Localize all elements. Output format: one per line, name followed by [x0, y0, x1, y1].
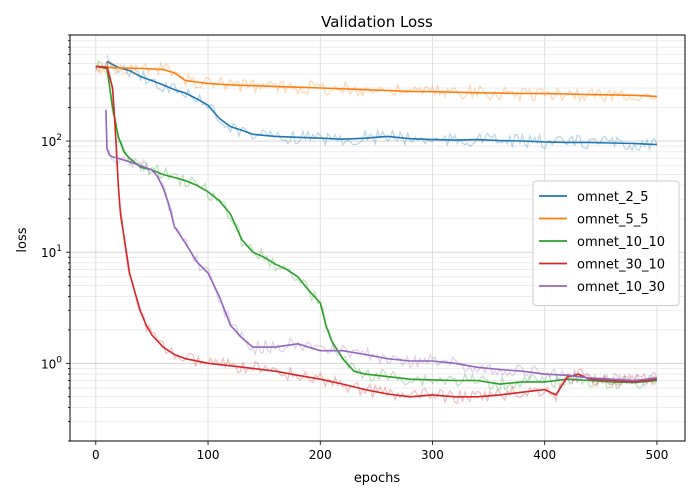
- x-tick-label: 200: [309, 448, 332, 462]
- x-tick-label: 0: [92, 448, 100, 462]
- legend-label: omnet_10_30: [577, 280, 665, 295]
- y-tick-base: 10: [41, 246, 56, 260]
- y-tick-label: 100: [41, 355, 62, 371]
- y-tick-base: 10: [41, 135, 56, 149]
- legend-label: omnet_10_10: [577, 235, 665, 250]
- x-tick-label: 300: [421, 448, 444, 462]
- x-tick-label: 500: [645, 448, 668, 462]
- x-tick-label: 100: [197, 448, 220, 462]
- y-tick-exponent: 1: [56, 244, 62, 254]
- x-tick-label: 400: [533, 448, 556, 462]
- series-line-omnet_2_5: [106, 60, 657, 146]
- series-line-omnet_10_30: [105, 110, 657, 382]
- legend: omnet_2_5 omnet_5_5 omnet_10_10 omnet_30_10…: [532, 180, 680, 306]
- y-tick-base: 10: [41, 357, 56, 371]
- series-line-omnet_30_10: [95, 65, 657, 398]
- x-axis-title: epochs: [354, 471, 401, 486]
- legend-box: [532, 180, 680, 306]
- legend-label: omnet_30_10: [577, 258, 665, 273]
- plot-frame: [69, 34, 686, 442]
- chart-title: Validation Loss: [321, 13, 433, 31]
- series-line-omnet_5_5: [95, 65, 657, 98]
- series-lines: [95, 54, 658, 405]
- series-raw-omnet_5_5: [95, 61, 658, 103]
- y-tick-label: 101: [41, 244, 62, 260]
- y-tick-exponent: 2: [56, 133, 62, 143]
- y-tick-label: 102: [41, 133, 62, 149]
- y-axis-title: loss: [15, 227, 30, 252]
- legend-label: omnet_2_5: [577, 190, 649, 205]
- y-tick-exponent: 0: [56, 355, 62, 365]
- legend-label: omnet_5_5: [577, 213, 649, 228]
- series-raw-omnet_10_10: [95, 60, 658, 392]
